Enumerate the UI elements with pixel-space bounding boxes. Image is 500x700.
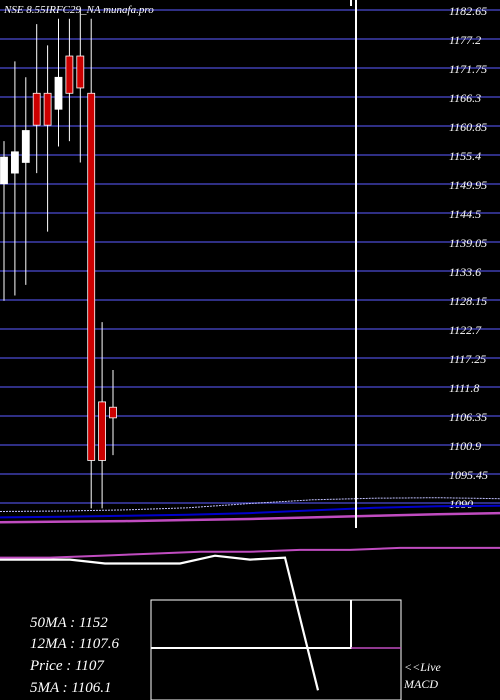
macd-signal-line bbox=[0, 546, 500, 559]
macd-box bbox=[150, 599, 402, 700]
y-tick-label: 1128.15 bbox=[449, 294, 487, 308]
y-tick-label: 1106.35 bbox=[449, 410, 487, 424]
ma-line bbox=[0, 497, 500, 512]
y-tick-label: 1100.9 bbox=[449, 439, 481, 453]
y-tick-label: 1182.65 bbox=[449, 4, 487, 18]
stat-price: Price : 1107 bbox=[29, 658, 105, 674]
y-tick-label: 1144.5 bbox=[449, 207, 481, 221]
candle-body bbox=[87, 92, 96, 461]
candle-body bbox=[76, 55, 85, 89]
macd-label: MACD bbox=[403, 677, 438, 691]
stat-50ma: 50MA : 1152 bbox=[30, 615, 108, 631]
candle-body bbox=[65, 55, 74, 94]
live-label: <<Live bbox=[404, 660, 442, 674]
candle-body bbox=[98, 401, 106, 461]
candle-body bbox=[10, 151, 19, 174]
y-tick-label: 1139.05 bbox=[449, 236, 487, 250]
y-tick-label: 1171.75 bbox=[449, 62, 487, 76]
y-tick-label: 1155.4 bbox=[449, 149, 481, 163]
y-tick-label: 1166.3 bbox=[449, 91, 481, 105]
macd-panel bbox=[0, 546, 500, 691]
y-tick-label: 1111.8 bbox=[449, 381, 479, 395]
moving-average-lines bbox=[0, 497, 500, 524]
candle-body bbox=[0, 156, 8, 185]
y-axis-ticks: 1182.65 1177.2 1171.75 1166.3 1160.85 1155.4 1… bbox=[449, 4, 488, 511]
candle-body bbox=[43, 92, 52, 126]
y-tick-label: 1090 bbox=[449, 497, 473, 511]
candle-body bbox=[21, 130, 30, 163]
ma-line bbox=[0, 511, 500, 524]
stat-5ma: 5MA : 1106.1 bbox=[30, 680, 112, 696]
candle-bodies bbox=[0, 55, 117, 461]
y-tick-label: 1160.85 bbox=[449, 120, 487, 134]
candle-body bbox=[109, 406, 117, 419]
y-tick-label: 1149.95 bbox=[449, 178, 487, 192]
y-tick-label: 1122.7 bbox=[449, 323, 482, 337]
stat-12ma: 12MA : 1107.6 bbox=[30, 636, 120, 652]
y-tick-label: 1177.2 bbox=[449, 33, 481, 47]
grid-lines bbox=[0, 9, 500, 504]
y-tick-label: 1095.45 bbox=[449, 468, 488, 482]
candle-body bbox=[32, 92, 41, 126]
candle-body bbox=[54, 76, 63, 110]
y-tick-label: 1117.25 bbox=[449, 352, 486, 366]
macd-signal-step bbox=[151, 600, 352, 649]
chart-title: NSE 8.55IRFC29_NA munafa.pro bbox=[3, 4, 154, 16]
ma-line bbox=[0, 504, 500, 519]
y-tick-label: 1133.6 bbox=[449, 265, 481, 279]
macd-line bbox=[0, 554, 320, 691]
